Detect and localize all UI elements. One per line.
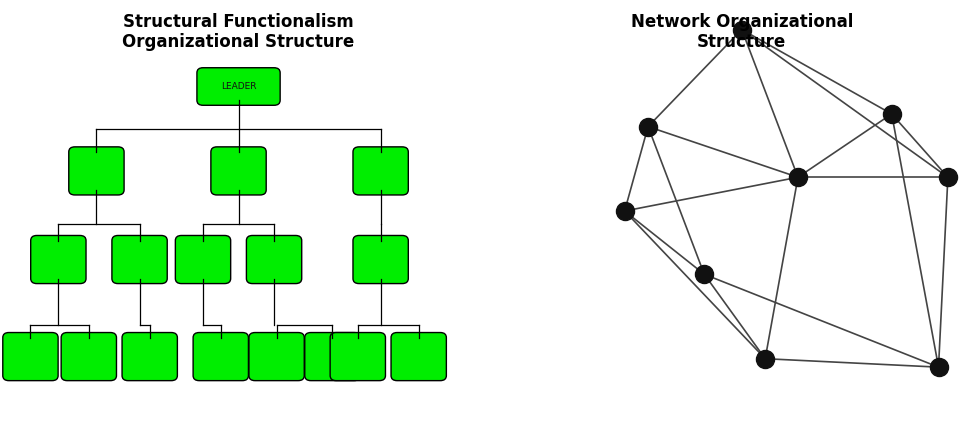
FancyBboxPatch shape (68, 147, 124, 195)
FancyBboxPatch shape (122, 333, 178, 381)
FancyBboxPatch shape (3, 333, 59, 381)
FancyBboxPatch shape (211, 147, 266, 195)
FancyBboxPatch shape (112, 235, 167, 284)
FancyBboxPatch shape (353, 235, 408, 284)
FancyBboxPatch shape (61, 333, 116, 381)
FancyBboxPatch shape (391, 333, 446, 381)
FancyBboxPatch shape (30, 235, 86, 284)
FancyBboxPatch shape (249, 333, 305, 381)
FancyBboxPatch shape (193, 333, 249, 381)
Text: Structural Functionalism
Organizational Structure: Structural Functionalism Organizational … (122, 13, 354, 51)
Text: LEADER: LEADER (221, 82, 257, 91)
FancyBboxPatch shape (176, 235, 230, 284)
FancyBboxPatch shape (353, 147, 408, 195)
FancyBboxPatch shape (330, 333, 386, 381)
FancyBboxPatch shape (305, 333, 360, 381)
FancyBboxPatch shape (246, 235, 302, 284)
Text: Network Organizational
Structure: Network Organizational Structure (630, 13, 853, 51)
FancyBboxPatch shape (197, 68, 280, 105)
